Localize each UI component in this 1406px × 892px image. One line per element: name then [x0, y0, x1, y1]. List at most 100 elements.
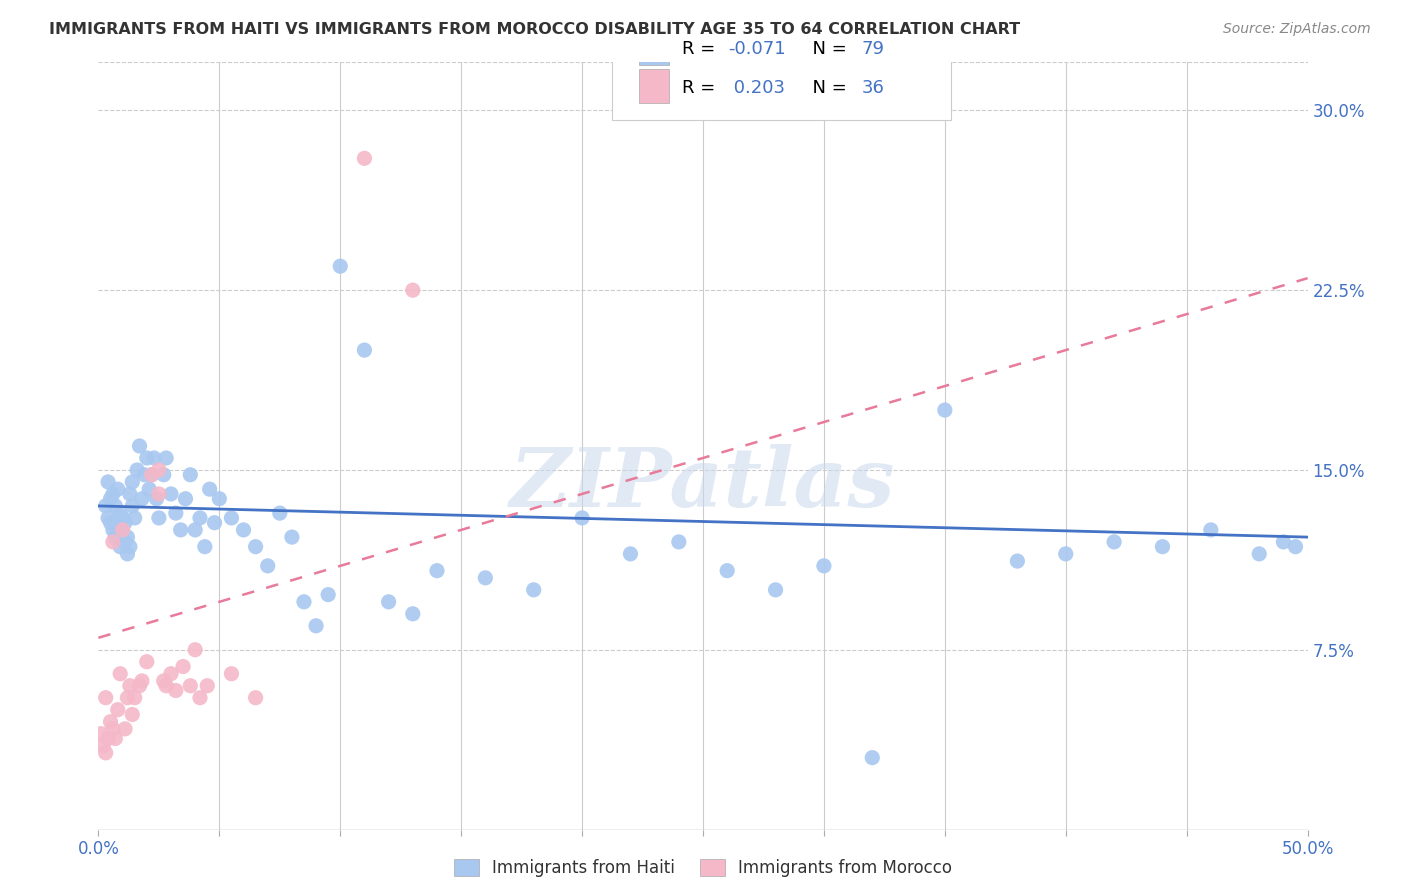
Point [108, 540, 131, 554]
Point [114, 722, 136, 736]
Point [619, 547, 641, 561]
Point [305, 619, 328, 633]
Point [716, 564, 738, 578]
Point [1199, 523, 1222, 537]
Point [402, 607, 425, 621]
Text: R =: R = [682, 78, 721, 96]
Point [195, 679, 218, 693]
Point [94, 690, 117, 705]
Point [1152, 540, 1174, 554]
Text: ZIPatlas: ZIPatlas [510, 444, 896, 524]
Point [292, 595, 315, 609]
Point [104, 499, 127, 513]
Text: R =: R = [682, 40, 721, 58]
Text: 36: 36 [862, 78, 884, 96]
Point [165, 506, 187, 520]
Point [860, 750, 883, 764]
Point [108, 666, 131, 681]
Point [94, 499, 117, 513]
Point [221, 666, 243, 681]
Point [101, 523, 124, 537]
Point [1007, 554, 1029, 568]
Point [104, 530, 127, 544]
FancyBboxPatch shape [638, 70, 669, 103]
Point [1249, 547, 1271, 561]
Point [117, 530, 139, 544]
Point [135, 450, 157, 465]
Point [523, 582, 546, 597]
Point [128, 439, 150, 453]
Point [143, 450, 166, 465]
Point [111, 523, 134, 537]
Point [1102, 535, 1125, 549]
Point [329, 259, 352, 273]
Point [107, 516, 129, 530]
Point [124, 690, 146, 705]
Point [97, 511, 120, 525]
Point [204, 516, 226, 530]
Point [281, 530, 304, 544]
Point [934, 403, 956, 417]
Point [100, 714, 122, 729]
Point [118, 487, 141, 501]
Point [135, 655, 157, 669]
Point [245, 690, 267, 705]
Point [1272, 535, 1295, 549]
Point [148, 511, 170, 525]
Point [232, 523, 254, 537]
Point [269, 506, 291, 520]
Point [128, 679, 150, 693]
Point [179, 679, 201, 693]
Point [111, 523, 134, 537]
Point [377, 595, 399, 609]
Point [194, 540, 217, 554]
Point [111, 511, 134, 525]
FancyBboxPatch shape [613, 16, 950, 120]
Point [90, 726, 112, 740]
Point [245, 540, 267, 554]
Point [221, 511, 243, 525]
Point [107, 482, 129, 496]
Point [104, 731, 127, 746]
Point [131, 491, 153, 506]
Point [114, 535, 136, 549]
FancyBboxPatch shape [638, 31, 669, 65]
Point [148, 463, 170, 477]
Point [316, 588, 339, 602]
Point [474, 571, 496, 585]
Text: -0.071: -0.071 [728, 40, 786, 58]
Point [138, 482, 160, 496]
Text: N =: N = [801, 78, 852, 96]
Point [426, 564, 449, 578]
Point [152, 467, 174, 482]
Point [402, 283, 425, 297]
Point [117, 547, 139, 561]
Point [101, 487, 124, 501]
Point [184, 523, 207, 537]
Point [188, 690, 211, 705]
Point [184, 642, 207, 657]
Point [571, 511, 593, 525]
Point [148, 487, 170, 501]
Point [97, 475, 120, 489]
Point [179, 467, 201, 482]
Point [141, 467, 163, 482]
Point [141, 467, 163, 482]
Point [353, 343, 375, 357]
Point [121, 499, 143, 513]
Point [1284, 540, 1306, 554]
Point [174, 491, 197, 506]
Point [668, 535, 690, 549]
Point [127, 463, 149, 477]
Point [121, 475, 143, 489]
Point [121, 707, 143, 722]
Text: N =: N = [801, 40, 852, 58]
Point [152, 673, 174, 688]
Point [765, 582, 787, 597]
Text: 79: 79 [862, 40, 884, 58]
Point [97, 731, 120, 746]
Text: IMMIGRANTS FROM HAITI VS IMMIGRANTS FROM MOROCCO DISABILITY AGE 35 TO 64 CORRELA: IMMIGRANTS FROM HAITI VS IMMIGRANTS FROM… [49, 22, 1021, 37]
Text: Source: ZipAtlas.com: Source: ZipAtlas.com [1223, 22, 1371, 37]
Point [165, 683, 187, 698]
Point [118, 540, 141, 554]
